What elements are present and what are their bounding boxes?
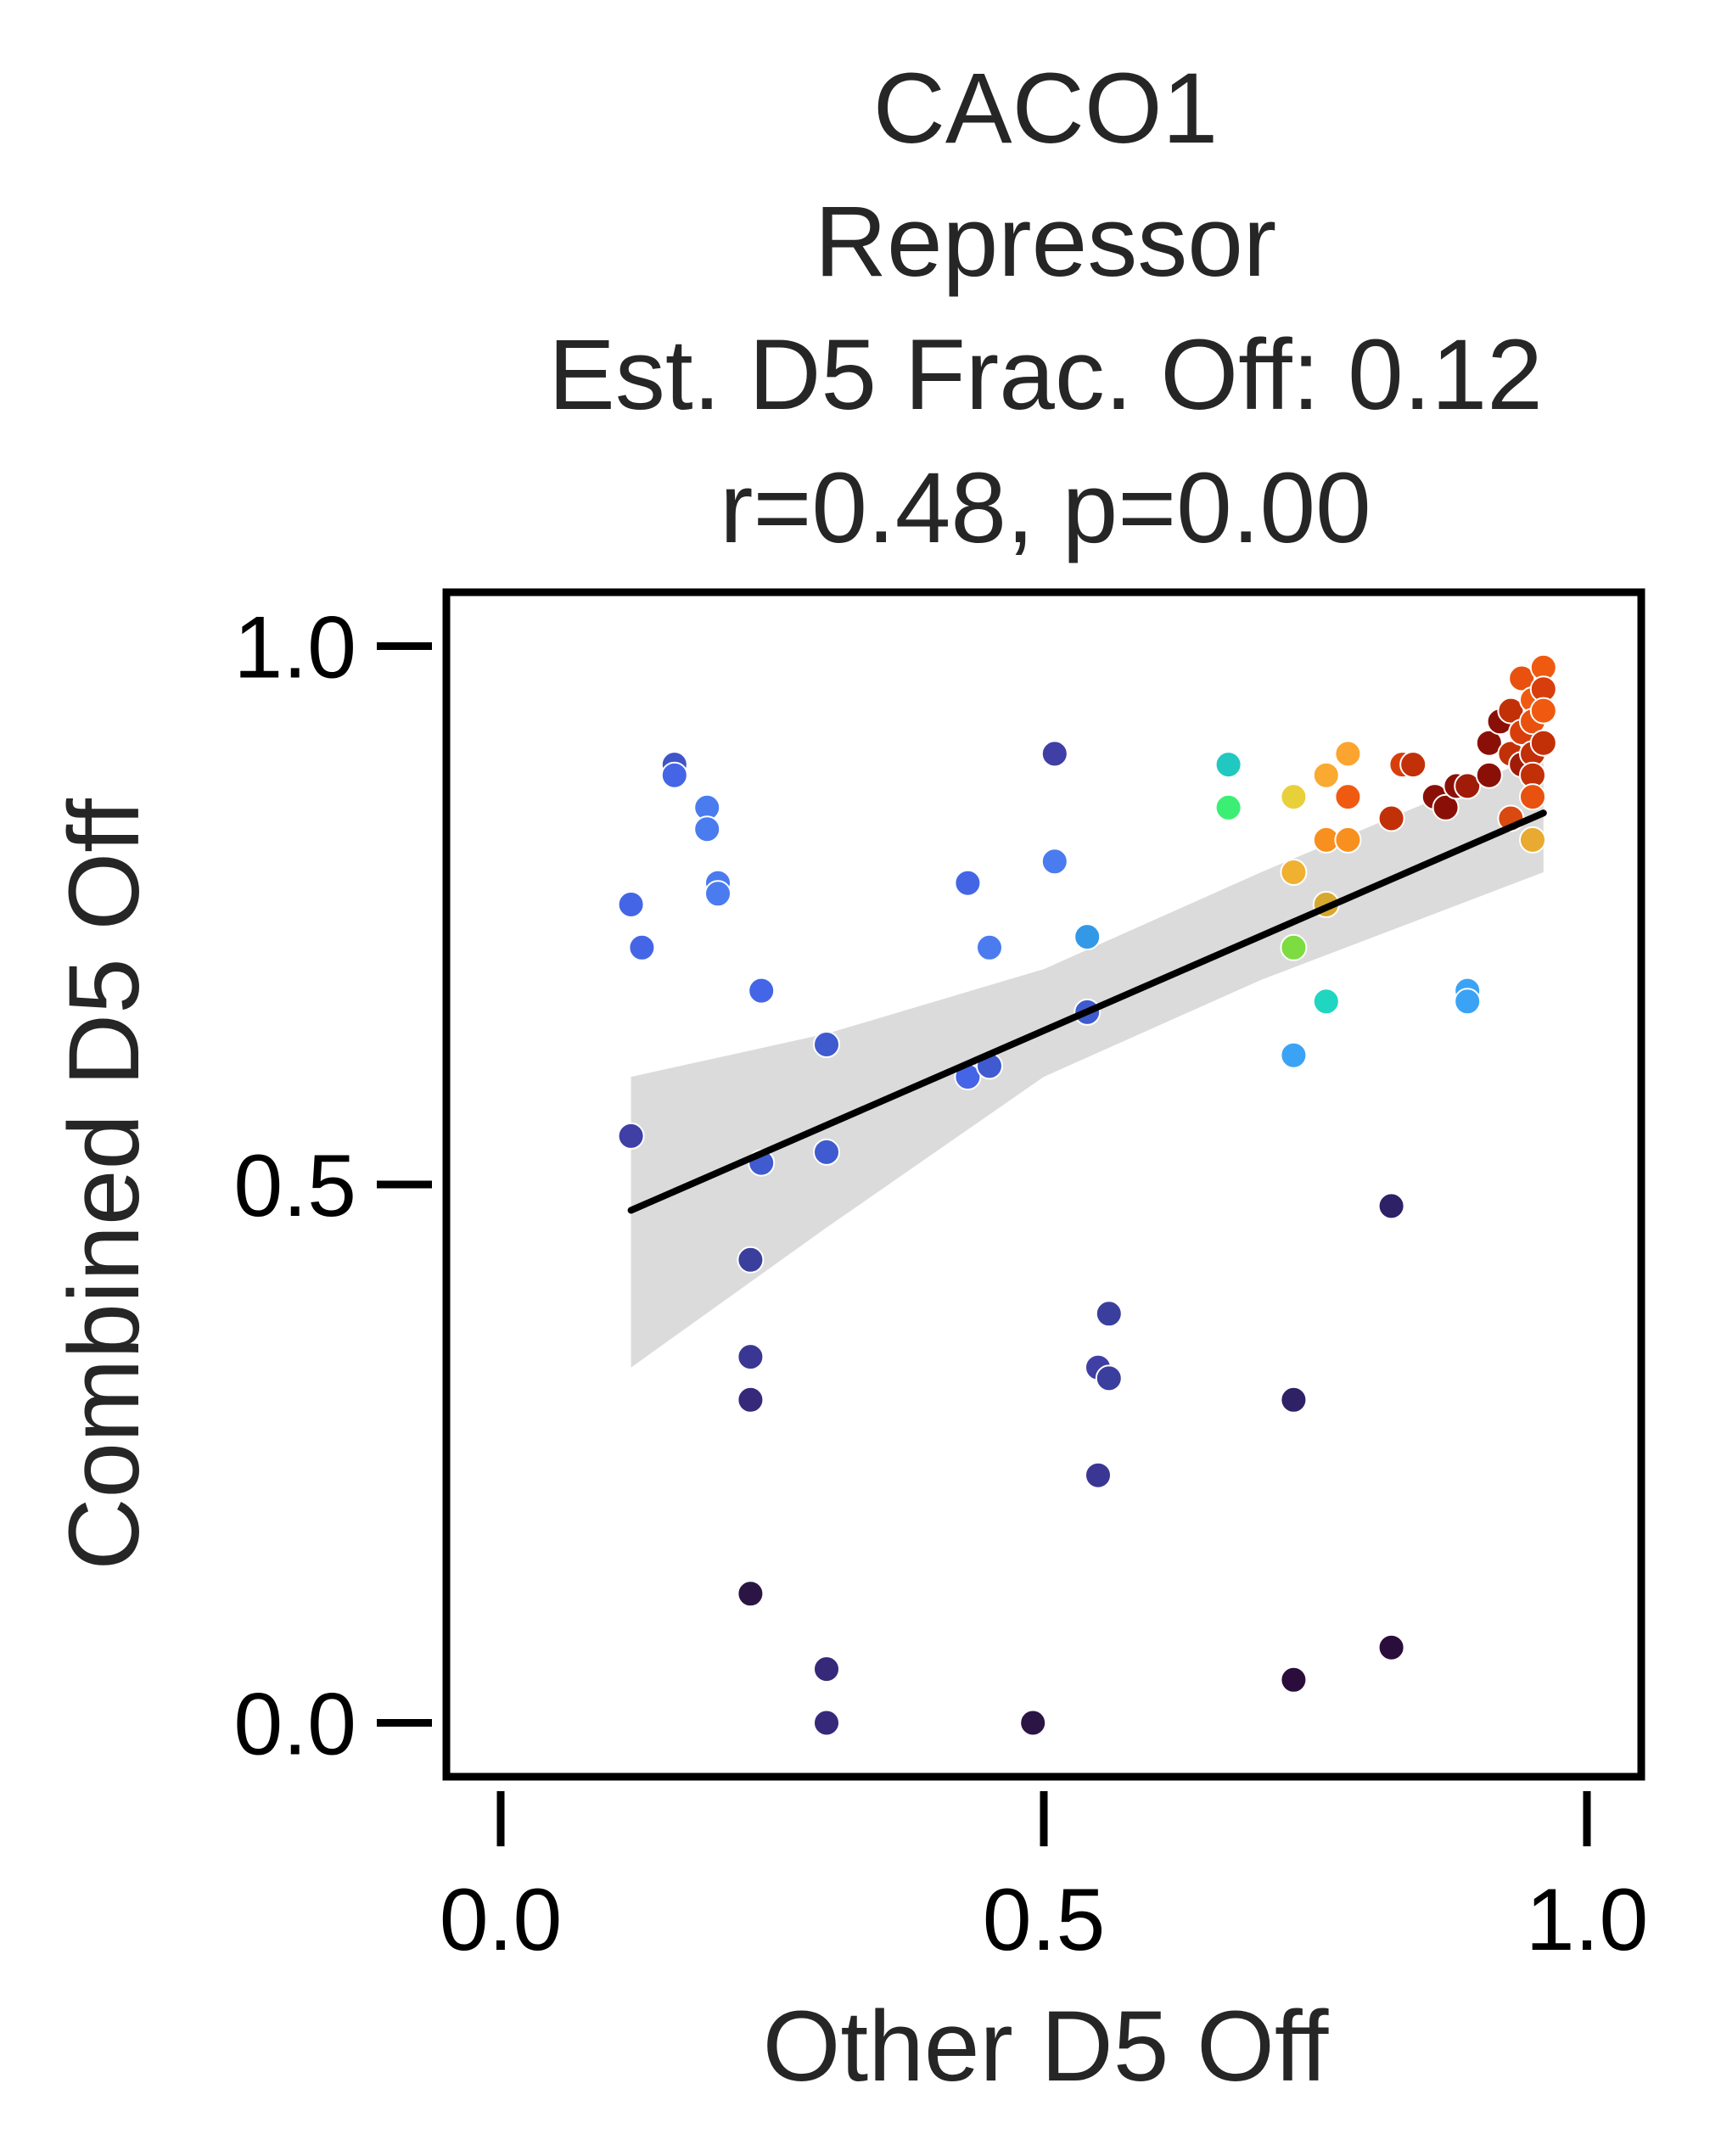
- data-point-57: [1454, 988, 1482, 1016]
- data-point-23: [1019, 1709, 1047, 1737]
- data-point-32: [1214, 751, 1242, 779]
- y-tick-label-2: 1.0: [233, 598, 356, 697]
- data-point-71: [1519, 783, 1546, 811]
- title-line-1: CACO1: [873, 53, 1219, 165]
- data-point-29: [1095, 1364, 1123, 1392]
- data-point-64: [1508, 664, 1536, 692]
- title-line-4: r=0.48, p=0.00: [720, 452, 1371, 564]
- data-point-11: [737, 1246, 765, 1274]
- data-point-31: [1085, 1461, 1112, 1489]
- plot-frame: [442, 588, 1645, 1781]
- data-point-72: [1519, 826, 1546, 854]
- data-point-58: [1475, 729, 1503, 757]
- data-point-35: [1280, 859, 1308, 886]
- x-tick-label-1: 0.5: [983, 1871, 1106, 1969]
- data-point-51: [1399, 751, 1427, 779]
- data-point-13: [737, 1386, 765, 1414]
- data-point-1: [628, 933, 656, 961]
- data-point-26: [1074, 923, 1102, 951]
- data-point-30: [1095, 1300, 1123, 1328]
- x-axis: 0.0 0.5 1.0: [440, 1791, 1649, 1969]
- data-point-7: [704, 880, 732, 908]
- data-point-25: [1040, 848, 1068, 876]
- data-point-39: [1280, 1666, 1308, 1694]
- x-tick-label-2: 1.0: [1526, 1871, 1649, 1969]
- data-point-5: [693, 815, 721, 843]
- data-point-34: [1280, 783, 1308, 811]
- data-point-40: [1312, 761, 1340, 789]
- data-point-36: [1280, 933, 1308, 961]
- data-point-49: [1377, 1633, 1405, 1661]
- data-point-37: [1280, 1041, 1308, 1069]
- confidence-band: [631, 753, 1544, 1368]
- data-point-12: [737, 1343, 765, 1371]
- data-point-0: [617, 891, 645, 918]
- data-point-75: [1529, 697, 1557, 725]
- y-tick-label-0: 0.0: [233, 1676, 356, 1774]
- data-point-18: [813, 1709, 840, 1737]
- data-point-46: [1334, 826, 1362, 854]
- data-point-44: [1334, 740, 1362, 768]
- data-point-9: [617, 1122, 645, 1150]
- data-point-3: [660, 761, 688, 789]
- y-axis: 0.0 0.5 1.0: [233, 598, 432, 1774]
- data-point-47: [1377, 804, 1405, 832]
- data-point-48: [1377, 1192, 1405, 1220]
- title-line-3: Est. D5 Frac. Off: 0.12: [548, 319, 1543, 431]
- data-point-14: [737, 1580, 765, 1608]
- y-tick-label-1: 0.5: [233, 1137, 356, 1235]
- data-point-16: [813, 1138, 840, 1166]
- x-axis-label: Other D5 Off: [763, 1991, 1329, 2103]
- x-tick-label-0: 0.0: [440, 1871, 563, 1969]
- data-point-19: [954, 869, 982, 897]
- regression-line: [627, 809, 1547, 1214]
- data-point-59: [1475, 761, 1503, 789]
- data-point-24: [1040, 740, 1068, 768]
- data-point-33: [1214, 793, 1242, 821]
- data-point-45: [1334, 783, 1362, 811]
- data-point-17: [813, 1655, 840, 1683]
- data-point-61: [1497, 697, 1525, 725]
- chart-title: CACO1 Repressor Est. D5 Frac. Off: 0.12 …: [548, 53, 1543, 564]
- data-point-55: [1454, 772, 1482, 800]
- data-point-8: [748, 977, 776, 1005]
- data-point-53: [1432, 793, 1460, 821]
- y-axis-label: Combined D5 Off: [48, 798, 160, 1571]
- data-point-76: [1529, 729, 1557, 757]
- data-point-22: [976, 933, 1003, 961]
- data-point-43: [1312, 988, 1340, 1016]
- data-point-15: [813, 1031, 840, 1058]
- plot-area: [617, 653, 1557, 1737]
- data-point-38: [1280, 1386, 1308, 1414]
- title-line-2: Repressor: [815, 186, 1276, 298]
